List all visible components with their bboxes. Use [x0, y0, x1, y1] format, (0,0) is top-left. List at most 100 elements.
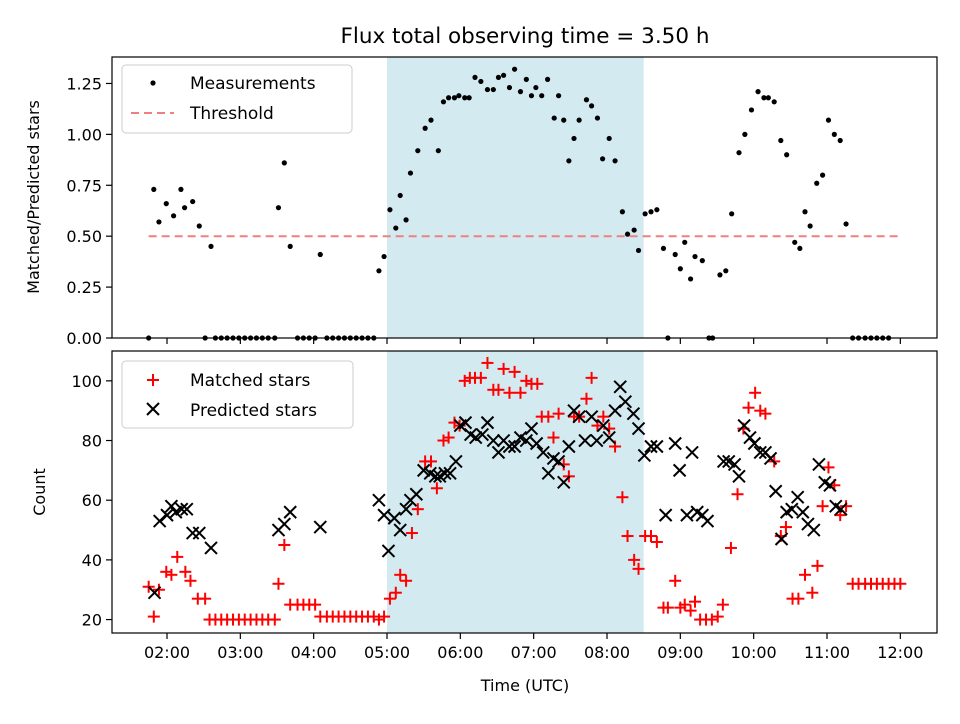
predicted-star-point [680, 508, 694, 522]
measurement-point [688, 276, 694, 282]
matched-star-point [650, 535, 663, 548]
matched-star-point [430, 482, 443, 495]
measurement-point [456, 93, 462, 99]
top-legend: Measurements Threshold [121, 64, 353, 134]
predicted-star-point [672, 463, 687, 478]
matched-star-point [309, 598, 322, 611]
predicted-star-point [590, 433, 604, 448]
predicted-x-b [536, 445, 550, 460]
bottom-x-tick-label: 07:00 [511, 643, 557, 662]
measurement-point [422, 125, 428, 131]
matched-star-point [580, 392, 593, 405]
matched-star-point [442, 431, 455, 444]
predicted-star-point [747, 436, 762, 451]
matched-star-point [199, 592, 212, 605]
predicted-x-b [768, 484, 783, 498]
measurement-point [462, 95, 468, 101]
measurement-point [381, 253, 387, 260]
matched-star-point [497, 362, 510, 375]
predicted-star-point [160, 508, 174, 522]
predicted-star-point [790, 490, 805, 504]
matched-star-point [367, 610, 380, 623]
predicted-x-b [680, 508, 694, 522]
predicted-star-point [147, 586, 162, 600]
x-axis-label: Time (UTC) [480, 676, 569, 695]
predicted-star-point [381, 544, 396, 558]
predicted-star-point [700, 514, 715, 528]
measurement-point [612, 158, 618, 164]
predicted-star-point [551, 454, 566, 469]
matched-star-point [689, 595, 701, 608]
predicted-x-b [192, 526, 206, 540]
predicted-x-b [658, 508, 673, 522]
measurement-point [446, 95, 452, 101]
predicted-star-point [409, 487, 424, 501]
predicted-x-b [204, 541, 218, 555]
measurement-point [755, 89, 761, 95]
measurement-point [440, 99, 447, 105]
predicted-x-b [423, 466, 437, 481]
matched-star-point [508, 365, 521, 378]
predicted-x-b [785, 502, 799, 516]
matched-star-point [585, 371, 598, 384]
measurement-point [517, 89, 524, 95]
predicted-star-point [524, 421, 539, 436]
measurement-point [778, 137, 784, 144]
predicted-star-point [416, 463, 431, 478]
measurement-point [163, 201, 169, 207]
measurement-point [635, 247, 642, 254]
measurement-point [654, 207, 660, 213]
measurement-point [797, 245, 803, 252]
bottom-x-tick-label: 05:00 [364, 643, 410, 662]
top-legend-box [121, 64, 353, 134]
predicted-x-b [387, 511, 402, 525]
measurement-point [376, 268, 382, 274]
matched-star-point [372, 613, 385, 626]
measurement-point [275, 205, 282, 211]
measurement-point [748, 107, 755, 113]
measurement-point [566, 158, 572, 164]
predicted-x-b [283, 505, 297, 519]
matched-star-point [621, 530, 634, 543]
matched-star-point [152, 583, 165, 596]
predicted-star-point [204, 541, 218, 555]
matched-star-point [458, 374, 471, 387]
predicted-x-b [174, 502, 189, 516]
predicted-star-point [596, 418, 611, 433]
predicted-star-point [458, 415, 473, 430]
predicted-x-b [807, 523, 821, 537]
matched-star-point [474, 371, 487, 384]
predicted-star-point [541, 466, 556, 481]
measurement-point [619, 209, 626, 215]
matched-star-point [147, 610, 160, 623]
predicted-star-point [753, 445, 767, 460]
matched-star-point [749, 386, 762, 399]
top-y-tick-label: 1.25 [66, 74, 102, 93]
measurement-point [397, 192, 403, 199]
predicted-x-b [381, 544, 396, 558]
top-y-tick-label: 0.25 [66, 278, 102, 297]
bottom-axes-frame [111, 350, 938, 634]
predicted-star-point [313, 520, 327, 534]
measurement-point [561, 117, 567, 123]
measurement-point [178, 186, 184, 192]
predicted-star-point [785, 502, 799, 516]
measurement-point [699, 258, 705, 264]
measurement-point [843, 221, 849, 227]
predicted-x-b [409, 487, 424, 501]
predicted-star-point [387, 511, 402, 525]
measurement-point [677, 266, 683, 272]
measurement-point [648, 209, 654, 215]
predicted-x-b [737, 418, 751, 433]
legend-predicted-label: Predicted stars [190, 401, 317, 421]
matched-star-point [799, 568, 811, 581]
predicted-star-point [519, 433, 534, 448]
matched-star-point [711, 610, 724, 623]
measurement-point [171, 213, 177, 219]
predicted-x-b [180, 502, 194, 516]
predicted-x-b [716, 454, 731, 469]
predicted-x-b [672, 463, 687, 478]
measurement-point [501, 72, 507, 78]
matched-star-point [520, 374, 533, 387]
